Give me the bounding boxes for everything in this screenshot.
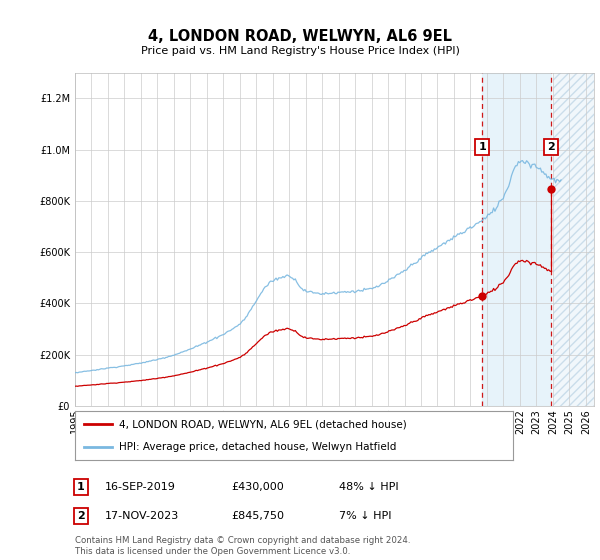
Bar (482, 73, 551, 406)
Text: HPI: Average price, detached house, Welwyn Hatfield: HPI: Average price, detached house, Welw… (119, 442, 396, 452)
Text: 1: 1 (77, 482, 85, 492)
Text: £430,000: £430,000 (231, 482, 284, 492)
Text: 16-SEP-2019: 16-SEP-2019 (105, 482, 176, 492)
Text: Price paid vs. HM Land Registry's House Price Index (HPI): Price paid vs. HM Land Registry's House … (140, 46, 460, 56)
Text: 4, LONDON ROAD, WELWYN, AL6 9EL (detached house): 4, LONDON ROAD, WELWYN, AL6 9EL (detache… (119, 419, 407, 430)
Bar (553, 73, 594, 406)
Text: 4, LONDON ROAD, WELWYN, AL6 9EL: 4, LONDON ROAD, WELWYN, AL6 9EL (148, 29, 452, 44)
Text: £845,750: £845,750 (231, 511, 284, 521)
Text: 17-NOV-2023: 17-NOV-2023 (105, 511, 179, 521)
Text: 7% ↓ HPI: 7% ↓ HPI (339, 511, 391, 521)
Text: 2: 2 (77, 511, 85, 521)
Text: Contains HM Land Registry data © Crown copyright and database right 2024.
This d: Contains HM Land Registry data © Crown c… (75, 536, 410, 556)
Text: 48% ↓ HPI: 48% ↓ HPI (339, 482, 398, 492)
Text: 2: 2 (547, 142, 555, 152)
Text: 1: 1 (478, 142, 486, 152)
